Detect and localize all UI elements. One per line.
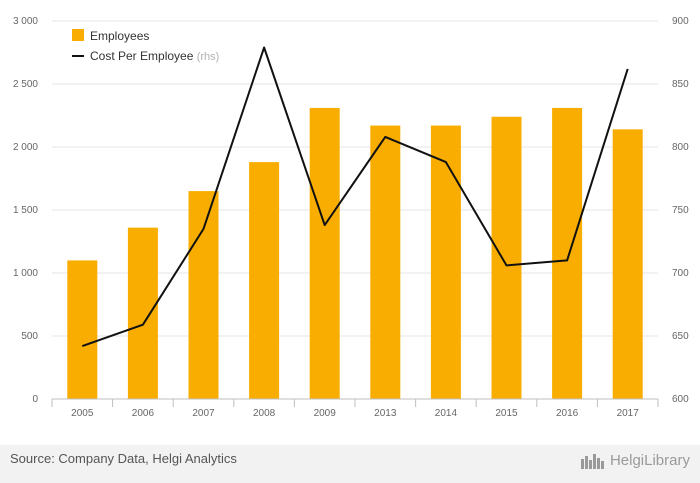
left-tick-label: 1 500: [13, 205, 38, 216]
x-tick-label: 2015: [495, 408, 518, 419]
source-text: Source: Company Data, Helgi Analytics: [10, 451, 237, 466]
employees-bar: [309, 107, 340, 399]
x-tick-label: 2016: [556, 408, 579, 419]
right-y-axis: 600 650 700 750 800 850 900: [672, 16, 689, 405]
right-tick-label: 700: [672, 268, 689, 279]
employees-bar: [491, 116, 522, 399]
left-tick-label: 2 500: [13, 79, 38, 90]
left-y-axis: 0 500 1 000 1 500 2 000 2 500 3 000: [13, 16, 38, 405]
right-tick-label: 800: [672, 142, 689, 153]
x-tick-label: 2017: [617, 408, 640, 419]
brand-name: HelgiLibrary: [609, 451, 690, 469]
x-tick-label: 2009: [314, 408, 337, 419]
employees-bar: [249, 162, 280, 399]
x-tick-label: 2006: [132, 408, 155, 419]
right-tick-label: 900: [672, 16, 689, 27]
left-tick-label: 0: [32, 394, 38, 405]
x-tick-label: 2007: [192, 408, 215, 419]
legend-label-cost-per-employee: Cost Per Employee (rhs): [90, 49, 219, 63]
employees-bar: [188, 191, 219, 399]
employees-bar: [430, 125, 461, 399]
right-tick-label: 600: [672, 394, 689, 405]
chart: 2005 2006 2007 2008 2009 2013 2014 2015 2016 2017…: [13, 16, 689, 419]
employees-bars: [67, 107, 643, 400]
x-axis: 2005 2006 2007 2008 2009 2013 2014 2015 2016 2017: [51, 398, 659, 419]
legend-swatch-employees: [72, 29, 84, 41]
right-tick-label: 750: [672, 205, 689, 216]
employees-bar: [67, 260, 98, 399]
x-tick-label: 2008: [253, 408, 276, 419]
cost-per-employee-line-group: [81, 46, 629, 348]
left-tick-label: 1 000: [13, 268, 38, 279]
left-tick-label: 3 000: [13, 16, 38, 27]
helgi-library-logo[interactable]: HelgiLibrary: [580, 450, 690, 470]
x-tick-label: 2013: [374, 408, 397, 419]
right-tick-label: 650: [672, 331, 689, 342]
left-tick-label: 2 000: [13, 142, 38, 153]
legend-rhs-suffix: (rhs): [197, 51, 220, 63]
employees-bar: [127, 227, 158, 399]
employees-bar: [552, 107, 583, 399]
left-tick-label: 500: [21, 331, 38, 342]
x-tick-label: 2014: [435, 408, 458, 419]
books-icon: [580, 454, 604, 469]
legend-label-employees: Employees: [90, 29, 149, 43]
footer: Source: Company Data, Helgi Analytics He…: [0, 445, 700, 483]
cost-per-employee-line: [81, 46, 629, 348]
employees-bar: [370, 125, 401, 399]
x-tick-label: 2005: [71, 408, 94, 419]
right-tick-label: 850: [672, 79, 689, 90]
legend: Employees Cost Per Employee (rhs): [72, 29, 219, 63]
employees-bar: [612, 129, 643, 400]
